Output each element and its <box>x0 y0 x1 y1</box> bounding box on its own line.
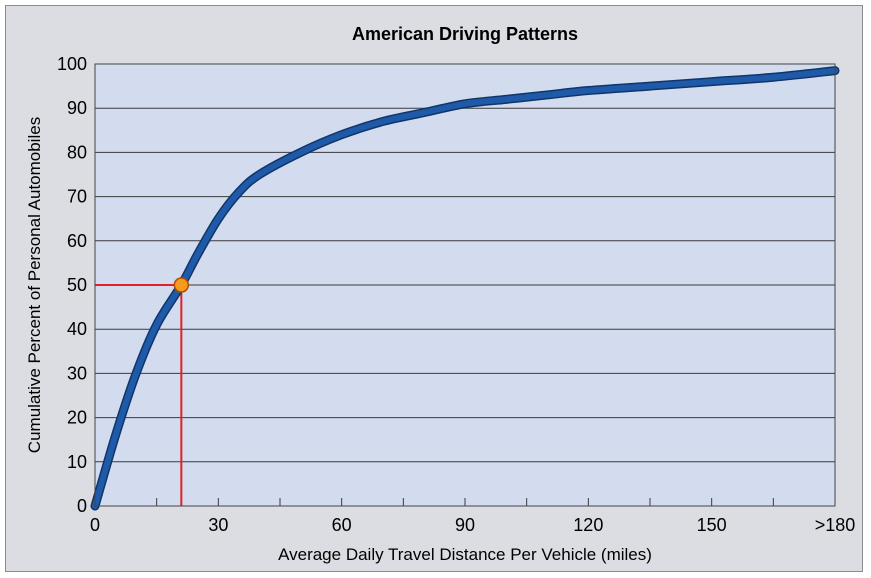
x-tick-label-120: 120 <box>573 515 603 535</box>
y-tick-label-90: 90 <box>67 98 87 118</box>
y-tick-label-100: 100 <box>57 54 87 74</box>
y-tick-label-60: 60 <box>67 231 87 251</box>
y-tick-label-30: 30 <box>67 363 87 383</box>
x-axis-ticks: 0 30 60 90 120 150 >180 <box>90 498 855 535</box>
marker-layer <box>94 63 836 507</box>
y-tick-label-20: 20 <box>67 408 87 428</box>
y-tick-label-40: 40 <box>67 319 87 339</box>
chart-title: American Driving Patterns <box>352 24 578 44</box>
x-axis-label: Average Daily Travel Distance Per Vehicl… <box>278 545 652 564</box>
x-tick-label-60: 60 <box>332 515 352 535</box>
x-tick-label-150: 150 <box>697 515 727 535</box>
y-tick-label-50: 50 <box>67 275 87 295</box>
highlight-marker <box>173 277 190 293</box>
y-axis-ticks: 0 10 20 30 40 50 60 70 80 90 100 <box>57 54 87 516</box>
series-line-0 <box>92 67 838 509</box>
x-tick-label-30: 30 <box>208 515 228 535</box>
y-tick-label-10: 10 <box>67 452 87 472</box>
y-tick-label-70: 70 <box>67 187 87 207</box>
gridlines <box>95 107 835 463</box>
x-tick-label-0: 0 <box>90 515 100 535</box>
series-group <box>90 66 840 511</box>
y-tick-label-0: 0 <box>77 496 87 516</box>
y-tick-label-80: 80 <box>67 142 87 162</box>
x-tick-label-90: 90 <box>455 515 475 535</box>
y-axis-label: Cumulative Percent of Personal Automobil… <box>25 117 44 453</box>
plot-border <box>94 63 836 507</box>
x-tick-label-180: >180 <box>815 515 856 535</box>
